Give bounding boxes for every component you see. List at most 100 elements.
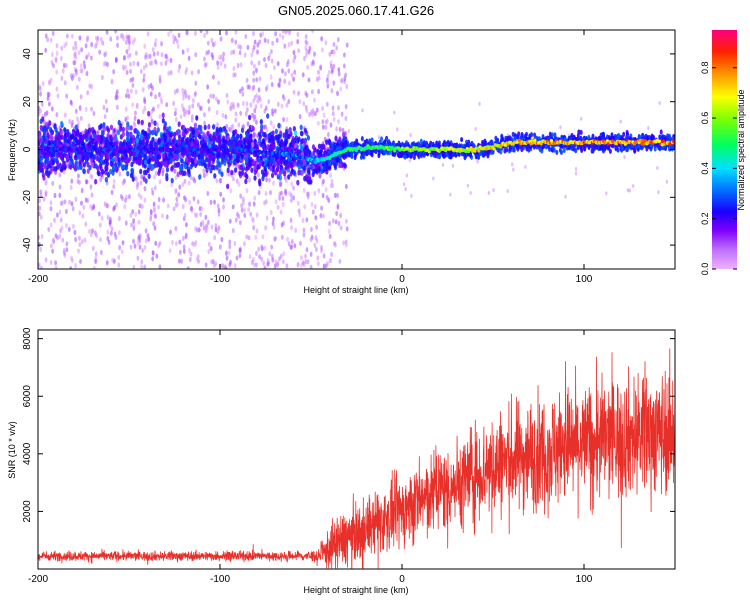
spectrogram-band-cell [291, 140, 295, 147]
spectrogram-noise-cell [337, 71, 341, 77]
spectrogram-band-cell [165, 166, 170, 173]
spectrogram-noise-cell [51, 180, 55, 186]
spectrogram-band-cell [179, 165, 183, 172]
spectrogram-noise-cell [310, 89, 314, 95]
spectrogram-noise-cell [194, 52, 198, 58]
spectrogram-noise-cell [105, 260, 109, 266]
spectrogram-noise-cell [328, 233, 332, 240]
spectrogram-noise-cell [49, 259, 53, 266]
spectrogram-noise-cell [574, 167, 578, 172]
spectrogram-noise-cell [288, 190, 292, 197]
spectrogram-noise-cell [112, 178, 116, 184]
spectrogram-noise-cell [51, 30, 55, 37]
spectrogram-noise-cell [329, 182, 333, 189]
spectrogram-noise-cell [55, 50, 59, 56]
spectrogram-noise-cell [217, 80, 221, 86]
spectrogram-noise-cell [207, 241, 211, 247]
spectrogram-band-cell [126, 157, 130, 164]
spectrogram-noise-cell [72, 223, 75, 229]
spectrogram-cells [38, 30, 675, 269]
spectrogram-band-cell [194, 158, 198, 165]
spectrogram-band-cell [300, 130, 304, 137]
spectrogram-noise-cell [190, 117, 194, 123]
spectrogram-noise-cell [338, 258, 342, 264]
spectrogram-noise-cell [342, 240, 345, 246]
spectrogram-noise-cell [314, 111, 318, 117]
spectrogram-band-cell [103, 169, 108, 176]
spectrogram-band-cell [163, 161, 168, 168]
spectrogram-band-cell [290, 163, 294, 170]
spectrogram-noise-cell [63, 80, 67, 86]
spectrogram-band-cell [312, 168, 316, 175]
spectrogram-noise-cell [174, 188, 178, 195]
spectrogram-band-cell [318, 173, 322, 179]
spectrogram-noise-cell [292, 185, 295, 191]
spectrogram-noise-cell [216, 229, 220, 235]
spectrogram-noise-cell [156, 50, 160, 57]
spectrogram-noise-cell [136, 255, 140, 261]
spectrogram-noise-cell [273, 108, 277, 114]
spectrogram-band-cell [85, 136, 89, 143]
spectrogram-band-cell [334, 135, 338, 142]
spectrogram-noise-cell [134, 110, 137, 116]
spectrogram-noise-cell [203, 112, 206, 118]
spectrogram-noise-cell [210, 37, 214, 44]
spectrogram-noise-cell [213, 234, 217, 241]
spectrogram-noise-cell [336, 204, 340, 211]
spectrogram-noise-cell [241, 86, 244, 92]
spectrogram-band-cell [176, 171, 180, 178]
spectrogram-noise-cell [38, 84, 42, 90]
spectrogram-band-cell [257, 157, 261, 163]
spectrogram-band-cell [193, 142, 197, 149]
spectrogram-noise-cell [181, 181, 185, 188]
spectrogram-noise-cell [83, 64, 87, 70]
spectrogram-noise-cell [129, 222, 133, 228]
spectrogram-band-cell [62, 160, 66, 167]
spectrogram-noise-cell [113, 204, 117, 211]
spectrogram-band-cell [296, 179, 300, 186]
spectrogram-band-cell [216, 151, 220, 158]
spectrogram-band-cell [65, 154, 69, 161]
spectrogram-noise-cell [216, 60, 220, 66]
spectrogram-band-cell [38, 131, 42, 138]
spectrogram-noise-cell [325, 118, 329, 124]
spectrogram-noise-cell [257, 87, 261, 93]
spectrogram-band-cell [226, 135, 230, 142]
spectrogram-band-cell [269, 165, 273, 172]
spectrogram-noise-cell [117, 262, 121, 268]
spectrogram-noise-cell [173, 168, 177, 174]
spectrogram-noise-cell [170, 182, 174, 188]
spectrogram-noise-cell [306, 64, 309, 70]
spectrogram-noise-cell [185, 30, 189, 36]
spectrogram-noise-cell [79, 94, 83, 100]
spectrogram-noise-cell [285, 61, 289, 68]
spectrogram-band-cell [215, 164, 219, 170]
spectrogram-noise-cell [74, 263, 78, 269]
spectrogram-noise-cell [241, 91, 245, 97]
spectrogram-noise-cell [123, 54, 127, 61]
spectrogram-band-cell [236, 157, 240, 164]
spectrogram-noise-cell [199, 30, 203, 34]
spectrogram-band-cell [115, 139, 119, 146]
spectrogram-band-cell [282, 170, 287, 177]
spectrogram-noise-cell [219, 60, 223, 67]
spectrogram-noise-cell [230, 37, 234, 43]
spectrogram-noise-cell [139, 194, 143, 200]
spectrogram-noise-cell [317, 188, 321, 194]
spectrogram-noise-cell [121, 240, 125, 246]
spectrogram-noise-cell [199, 105, 203, 111]
spectrogram-noise-cell [340, 111, 344, 117]
spectrogram-noise-cell [126, 53, 130, 59]
spectrogram-noise-cell [142, 65, 146, 71]
spectrogram-noise-cell [239, 62, 243, 68]
spectrogram-noise-cell [75, 71, 78, 77]
spectrogram-noise-cell [279, 209, 283, 215]
spectrogram-noise-cell [290, 72, 294, 78]
spectrogram-band-cell [82, 168, 86, 175]
spectrogram-noise-cell [339, 225, 343, 231]
spectrogram-noise-cell [239, 110, 243, 116]
spectrogram-noise-cell [255, 67, 258, 73]
spectrogram-noise-cell [317, 88, 320, 95]
spectrogram-noise-cell [248, 201, 252, 207]
spectrogram-noise-cell [210, 259, 213, 265]
